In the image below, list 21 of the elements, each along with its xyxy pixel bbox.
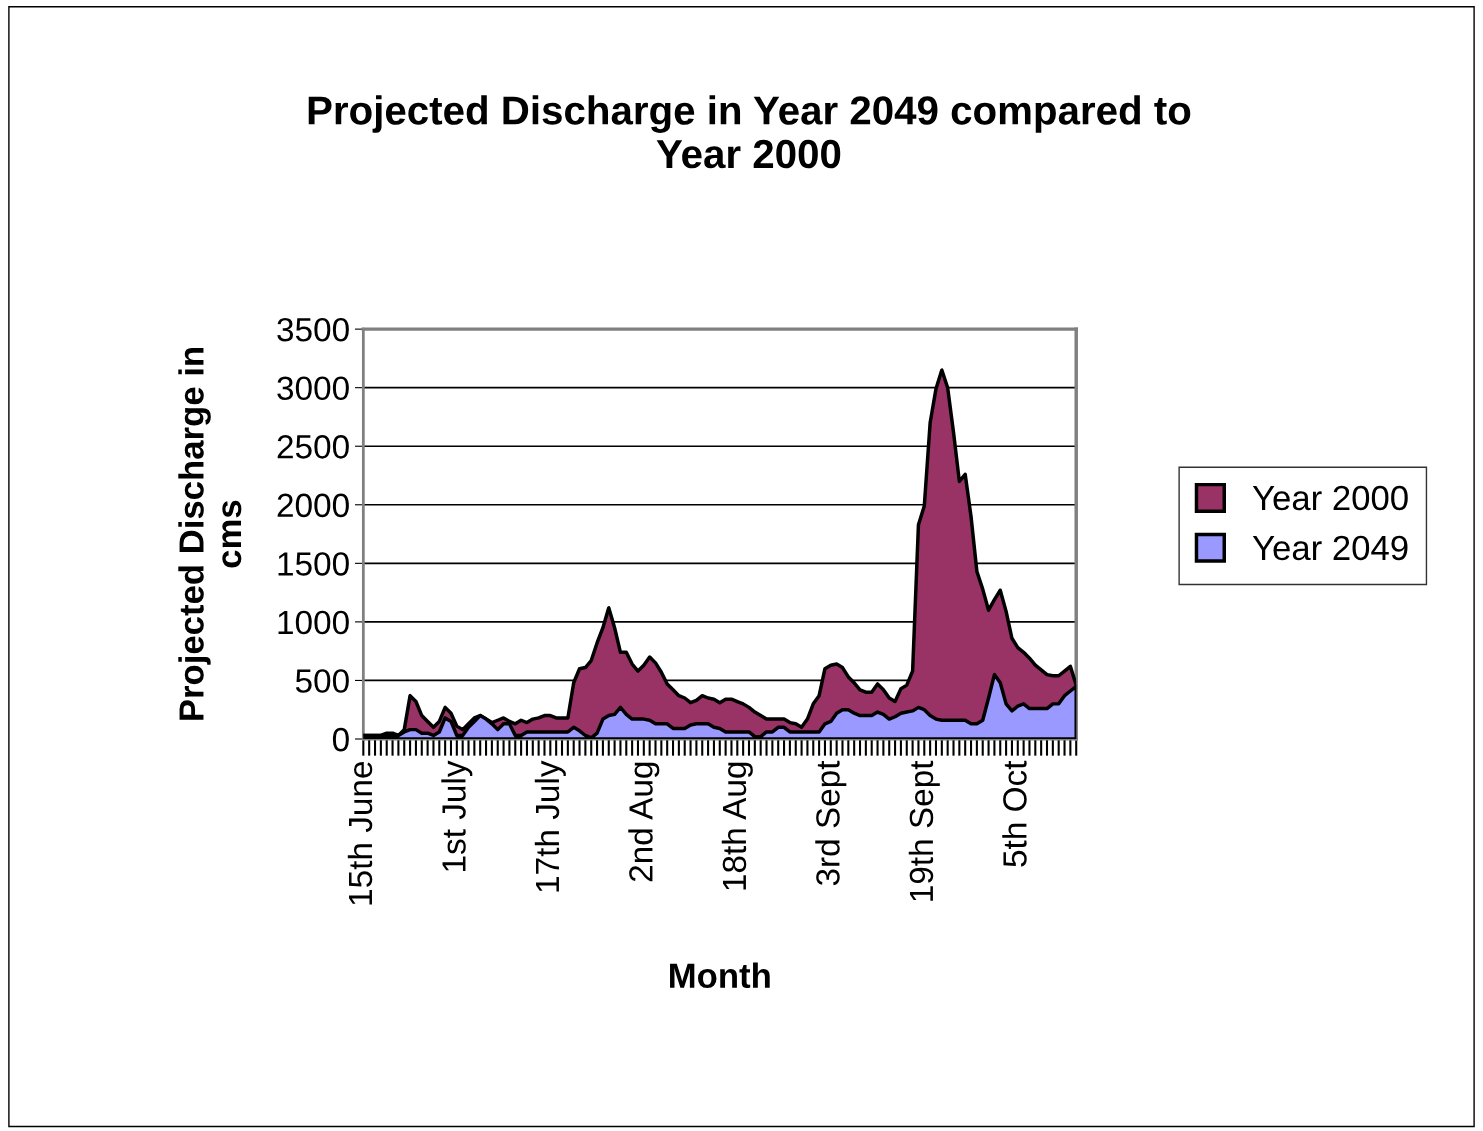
y-axis-title: Projected Discharge in cms <box>178 348 242 720</box>
y-tick-label: 1000 <box>278 610 349 635</box>
x-tick-label: 3rd Sept <box>815 760 847 886</box>
x-axis-title: Month <box>670 962 770 988</box>
x-tick-label: 17th July <box>534 760 566 892</box>
x-tick-label: 5th Oct <box>1002 760 1027 867</box>
legend-label: Year 2000 <box>1252 485 1408 511</box>
y-tick-label: 1500 <box>278 552 349 576</box>
y-tick-label: 0 <box>332 727 349 752</box>
x-tick-label: 2nd Aug <box>628 762 660 882</box>
y-tick-label: 2500 <box>277 435 349 459</box>
x-tick-label: 15th June <box>347 761 373 905</box>
y-tick-label: 3000 <box>277 376 349 401</box>
x-tick-label: 18th Aug <box>721 762 753 890</box>
x-tick-label: 1st July <box>441 760 473 871</box>
chart-title: Projected Discharge in Year 2049 compared to Year 2000 <box>308 95 1191 169</box>
legend-label: Year 2049 <box>1252 535 1408 561</box>
y-tick-label: 500 <box>295 669 349 693</box>
y-tick-label: 3500 <box>277 317 349 342</box>
x-tick-label: 19th Sept <box>908 760 940 901</box>
y-tick-label: 2000 <box>277 493 349 518</box>
